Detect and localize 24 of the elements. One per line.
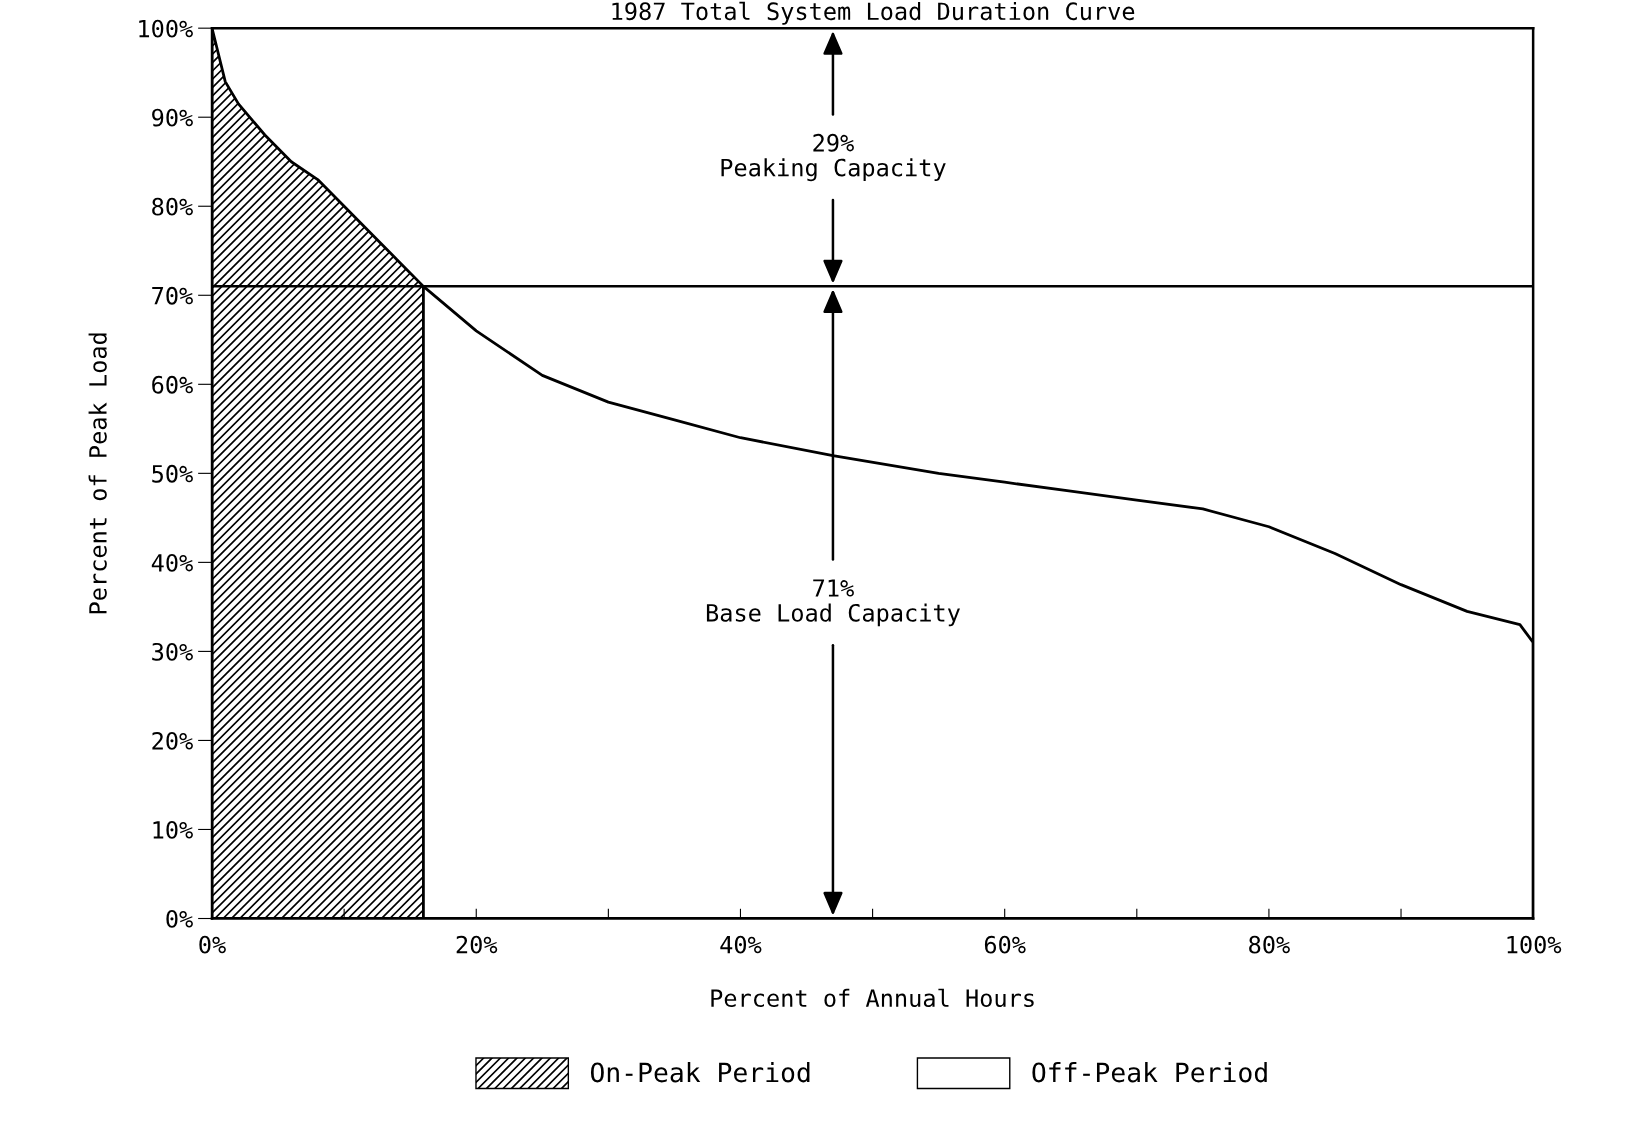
y-tick-label: 40% [151,553,193,572]
legend-label: Off-Peak Period [1032,1061,1267,1083]
y-tick-label: 90% [152,108,193,127]
x-axis-title: Percent of Annual Hours [711,988,1034,1008]
annotation: 71% Base Load Capacity [706,579,960,627]
y-tick-label: 0% [166,910,193,928]
x-tick-label: 100% [1507,935,1562,954]
y-tick-label: 80% [152,197,193,216]
y-tick-label: 30% [152,642,193,661]
y-tick-label: 50% [152,464,193,483]
legend-label: On-Peak Period [590,1061,810,1083]
y-tick-label: 60% [152,375,193,394]
y-tick-label: 10% [153,820,193,839]
chart-title: 1987 Total System Load Duration Curve [612,1,1135,25]
x-tick-label: 80% [1249,935,1290,954]
y-axis-title: Percent of Peak Load [88,333,107,614]
y-tick-label: 70% [152,286,193,305]
x-tick-label: 0% [199,935,226,954]
y-tick-label: 100% [139,19,193,38]
x-tick-label: 60% [984,935,1026,954]
x-tick-label: 40% [720,935,762,954]
annotation: 29% Peaking Capacity [721,133,946,182]
x-tick-label: 20% [456,935,498,954]
y-tick-label: 20% [152,731,193,750]
